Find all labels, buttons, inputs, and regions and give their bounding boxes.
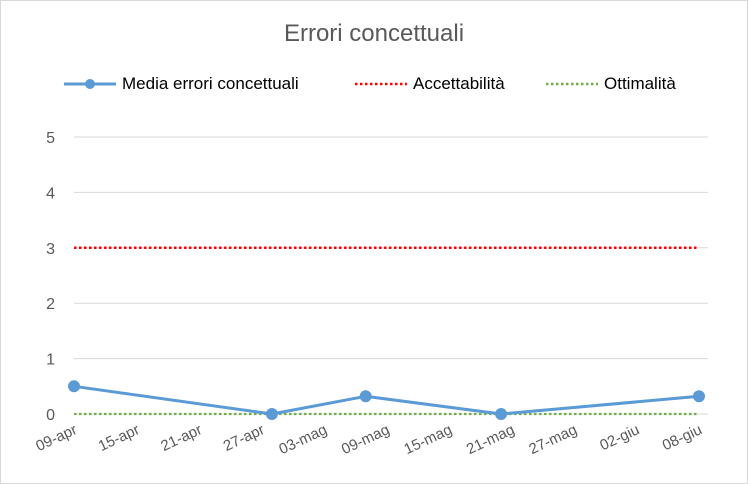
y-tick-label: 4 — [46, 185, 55, 202]
x-tick-label: 27-apr — [221, 421, 267, 455]
y-tick-label: 5 — [46, 130, 55, 147]
legend-item-accettabilita: Accettabilità — [355, 72, 505, 96]
y-tick-label: 0 — [46, 407, 55, 424]
x-tick-label: 03-mag — [276, 421, 329, 458]
legend-label-media: Media errori concettuali — [122, 74, 299, 93]
x-tick-label: 09-mag — [339, 421, 392, 458]
chart-title: Errori concettuali — [283, 20, 465, 47]
data-point-marker — [495, 408, 508, 420]
x-tick-label: 09-apr — [33, 421, 79, 455]
x-tick-label: 27-mag — [526, 421, 579, 458]
x-tick-label: 21-mag — [464, 421, 517, 458]
x-tick-label: 08-giu — [660, 421, 705, 454]
data-point-marker — [265, 408, 278, 420]
x-tick-label: 15-apr — [96, 421, 142, 455]
legend-item-ottimalita: Ottimalità — [546, 72, 676, 96]
data-point-marker — [68, 380, 80, 393]
data-point-marker — [693, 390, 705, 403]
x-tick-label: 21-apr — [158, 421, 204, 455]
x-tick-label: 15-mag — [401, 421, 454, 458]
y-tick-label: 1 — [46, 352, 55, 369]
x-tick-label: 02-giu — [597, 421, 642, 454]
legend-label-accettabilita: Accettabilità — [413, 74, 505, 93]
legend-swatch-accettabilita — [355, 82, 407, 86]
data-point-marker — [359, 390, 372, 403]
y-tick-label: 2 — [46, 296, 55, 313]
y-tick-label: 3 — [46, 241, 55, 258]
legend-label-ottimalita: Ottimalità — [604, 74, 676, 93]
legend-swatch-ottimalita — [546, 82, 598, 86]
series-line-0 — [73, 384, 700, 416]
legend-item-media: Media errori concettuali — [64, 72, 299, 96]
legend-swatch-media — [64, 79, 116, 89]
legend: Media errori concettuali Accettabilità O… — [0, 72, 748, 96]
